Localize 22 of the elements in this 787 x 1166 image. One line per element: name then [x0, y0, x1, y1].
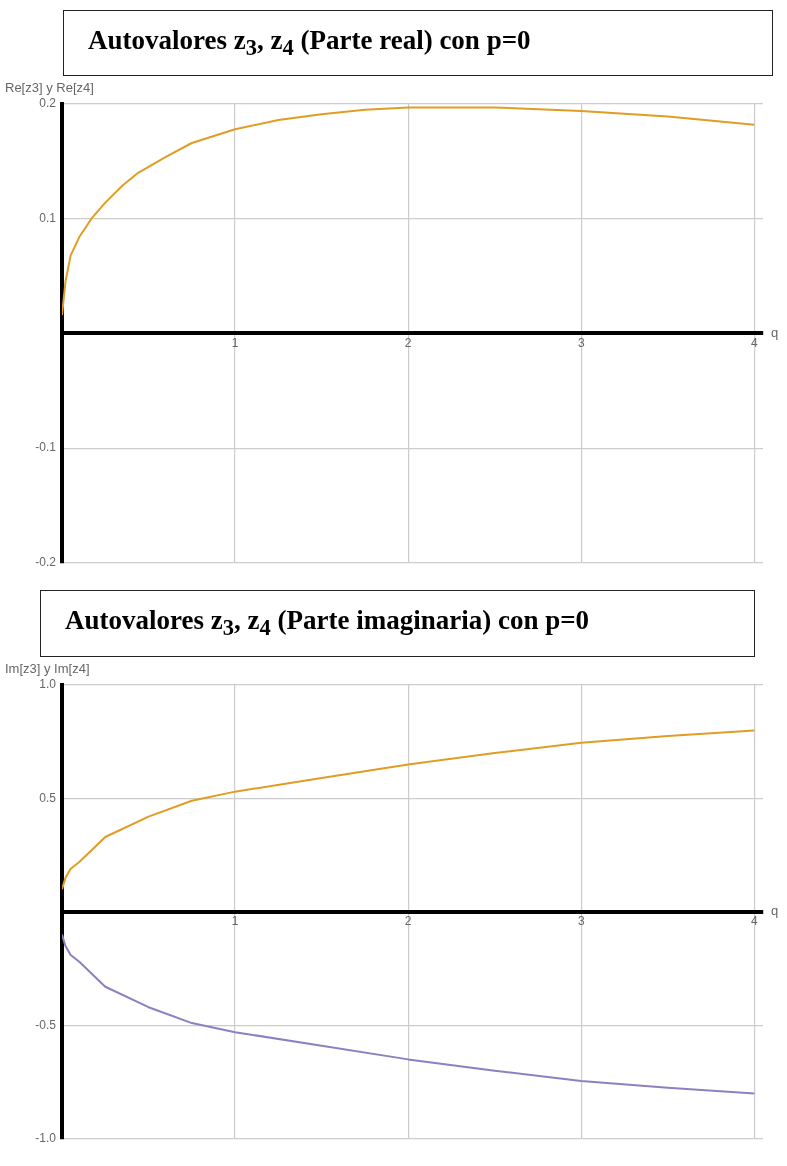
x-tick-label: 4 [751, 336, 758, 351]
y-tick-label: 0.1 [39, 211, 57, 226]
y-tick-label: -0.5 [35, 1017, 57, 1032]
y-axis-title: Re[z3] y Re[z4] [5, 80, 94, 96]
x-axis-title: q [771, 325, 779, 341]
x-tick-label: 3 [577, 914, 585, 929]
x-tick-label: 1 [231, 914, 239, 929]
y-tick-label: 0.5 [39, 790, 57, 805]
x-tick-label: 2 [404, 914, 412, 929]
x-axis-title: q [771, 903, 779, 919]
x-tick-label: 4 [751, 914, 758, 929]
chart-title: Autovalores z$_{3}$, z$_{4}$ (Parte real) con p=0 [63, 10, 773, 77]
x-tick-label: 3 [577, 336, 585, 351]
y-axis-title: Im[z3] y Im[z4] [5, 660, 90, 676]
y-tick-label: -0.1 [35, 440, 57, 455]
chart-title: Autovalores z$_{3}$, z$_{4}$ (Parte imaginaria) con p=0 [40, 590, 755, 657]
x-tick-label: 2 [404, 336, 412, 351]
y-tick-label: 0.2 [39, 96, 57, 111]
x-tick-label: 1 [231, 336, 239, 351]
y-tick-label: -1.0 [35, 1130, 57, 1145]
y-tick-label: -0.2 [35, 555, 57, 570]
y-tick-label: 1.0 [39, 677, 57, 692]
